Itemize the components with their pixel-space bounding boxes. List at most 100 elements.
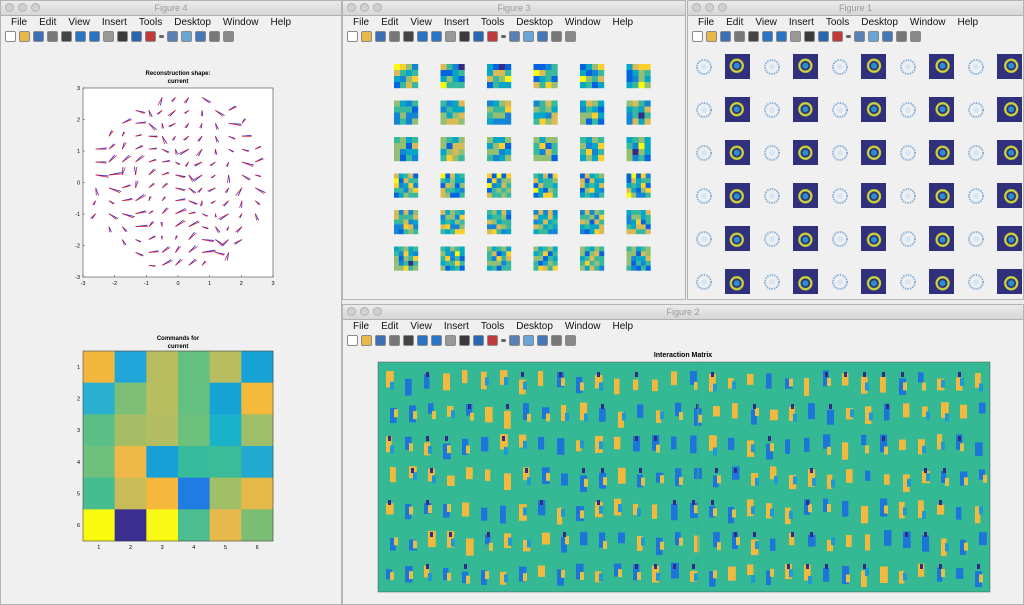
pointer-icon[interactable]	[61, 31, 72, 42]
pan-icon[interactable]	[103, 31, 114, 42]
print-icon[interactable]	[734, 31, 745, 42]
menu-tools[interactable]: Tools	[825, 17, 850, 28]
colorbar-icon[interactable]	[868, 31, 879, 42]
close-icon[interactable]	[347, 3, 356, 12]
maximize-icon[interactable]	[373, 307, 382, 316]
menu-edit[interactable]: Edit	[39, 17, 57, 28]
figure-4-window[interactable]: Figure 4 File Edit View Insert Tools Desktop W…	[0, 0, 342, 605]
menu-help[interactable]: Help	[957, 17, 979, 28]
colorbar-icon[interactable]	[523, 31, 534, 42]
menu-desktop[interactable]: Desktop	[516, 17, 553, 28]
show-plot-tools-icon[interactable]	[565, 335, 576, 346]
new-figure-icon[interactable]	[347, 31, 358, 42]
menu-window[interactable]: Window	[564, 17, 601, 28]
close-icon[interactable]	[5, 3, 14, 12]
hide-plot-tools-icon[interactable]	[551, 335, 562, 346]
pointer-icon[interactable]	[403, 31, 414, 42]
menu-desktop[interactable]: Desktop	[861, 17, 898, 28]
menu-tools[interactable]: Tools	[480, 321, 505, 332]
save-icon[interactable]	[720, 31, 731, 42]
show-plot-tools-icon[interactable]	[565, 31, 576, 42]
menu-window[interactable]: Window	[564, 321, 601, 332]
fig3-tile-grid[interactable]	[343, 44, 685, 299]
menu-edit[interactable]: Edit	[726, 17, 744, 28]
hide-plot-tools-icon[interactable]	[551, 31, 562, 42]
figure-3-window[interactable]: Figure 3 File Edit View Insert Tools Desktop W…	[342, 0, 686, 300]
window-titlebar[interactable]: Figure 2	[343, 305, 1023, 320]
figure-2-window[interactable]: Figure 2 File Edit View Insert Tools Desktop W…	[342, 304, 1024, 605]
save-icon[interactable]	[375, 335, 386, 346]
quiver-axes[interactable]	[82, 87, 274, 278]
open-file-icon[interactable]	[706, 31, 717, 42]
menu-file[interactable]: File	[353, 17, 370, 28]
zoom-in-icon[interactable]	[417, 31, 428, 42]
menu-help[interactable]: Help	[612, 17, 634, 28]
menu-help[interactable]: Help	[270, 17, 292, 28]
data-cursor-icon[interactable]	[818, 31, 829, 42]
brush-dropdown-icon[interactable]	[501, 339, 506, 342]
zoom-out-icon[interactable]	[776, 31, 787, 42]
open-file-icon[interactable]	[19, 31, 30, 42]
maximize-icon[interactable]	[718, 3, 727, 12]
new-figure-icon[interactable]	[347, 335, 358, 346]
menu-insert[interactable]: Insert	[443, 321, 469, 332]
show-plot-tools-icon[interactable]	[223, 31, 234, 42]
maximize-icon[interactable]	[31, 3, 40, 12]
menu-view[interactable]: View	[755, 17, 777, 28]
menu-tools[interactable]: Tools	[138, 17, 163, 28]
open-file-icon[interactable]	[361, 31, 372, 42]
minimize-icon[interactable]	[360, 3, 369, 12]
colorbar-icon[interactable]	[181, 31, 192, 42]
menu-tools[interactable]: Tools	[480, 17, 505, 28]
link-plot-icon[interactable]	[167, 31, 178, 42]
rotate-icon[interactable]	[459, 31, 470, 42]
window-titlebar[interactable]: Figure 4	[1, 1, 341, 16]
brush-dropdown-icon[interactable]	[159, 35, 164, 38]
open-file-icon[interactable]	[361, 335, 372, 346]
zoom-out-icon[interactable]	[431, 31, 442, 42]
link-plot-icon[interactable]	[509, 31, 520, 42]
menu-desktop[interactable]: Desktop	[174, 17, 211, 28]
data-cursor-icon[interactable]	[473, 31, 484, 42]
maximize-icon[interactable]	[373, 3, 382, 12]
save-icon[interactable]	[33, 31, 44, 42]
menu-desktop[interactable]: Desktop	[516, 321, 553, 332]
data-cursor-icon[interactable]	[131, 31, 142, 42]
pan-icon[interactable]	[445, 31, 456, 42]
figure-1-window[interactable]: Figure 1 File Edit View Insert Tools Desktop W…	[687, 0, 1024, 300]
menu-edit[interactable]: Edit	[381, 17, 399, 28]
zoom-in-icon[interactable]	[75, 31, 86, 42]
window-titlebar[interactable]: Figure 1	[688, 1, 1023, 16]
window-titlebar[interactable]: Figure 3	[343, 1, 685, 16]
print-icon[interactable]	[389, 335, 400, 346]
menu-view[interactable]: View	[68, 17, 90, 28]
minimize-icon[interactable]	[360, 307, 369, 316]
menu-help[interactable]: Help	[612, 321, 634, 332]
menu-insert[interactable]: Insert	[788, 17, 814, 28]
minimize-icon[interactable]	[705, 3, 714, 12]
menu-window[interactable]: Window	[909, 17, 946, 28]
legend-icon[interactable]	[537, 335, 548, 346]
rotate-icon[interactable]	[459, 335, 470, 346]
minimize-icon[interactable]	[18, 3, 27, 12]
close-icon[interactable]	[347, 307, 356, 316]
brush-icon[interactable]	[487, 31, 498, 42]
menu-edit[interactable]: Edit	[381, 321, 399, 332]
commands-heatmap[interactable]	[83, 351, 274, 542]
brush-icon[interactable]	[487, 335, 498, 346]
new-figure-icon[interactable]	[5, 31, 16, 42]
print-icon[interactable]	[47, 31, 58, 42]
link-plot-icon[interactable]	[854, 31, 865, 42]
save-icon[interactable]	[375, 31, 386, 42]
legend-icon[interactable]	[537, 31, 548, 42]
menu-view[interactable]: View	[410, 321, 432, 332]
pan-icon[interactable]	[790, 31, 801, 42]
menu-insert[interactable]: Insert	[443, 17, 469, 28]
pan-icon[interactable]	[445, 335, 456, 346]
legend-icon[interactable]	[882, 31, 893, 42]
zoom-out-icon[interactable]	[431, 335, 442, 346]
link-plot-icon[interactable]	[509, 335, 520, 346]
brush-icon[interactable]	[832, 31, 843, 42]
fig1-image-grid[interactable]	[688, 44, 1023, 299]
menu-insert[interactable]: Insert	[101, 17, 127, 28]
